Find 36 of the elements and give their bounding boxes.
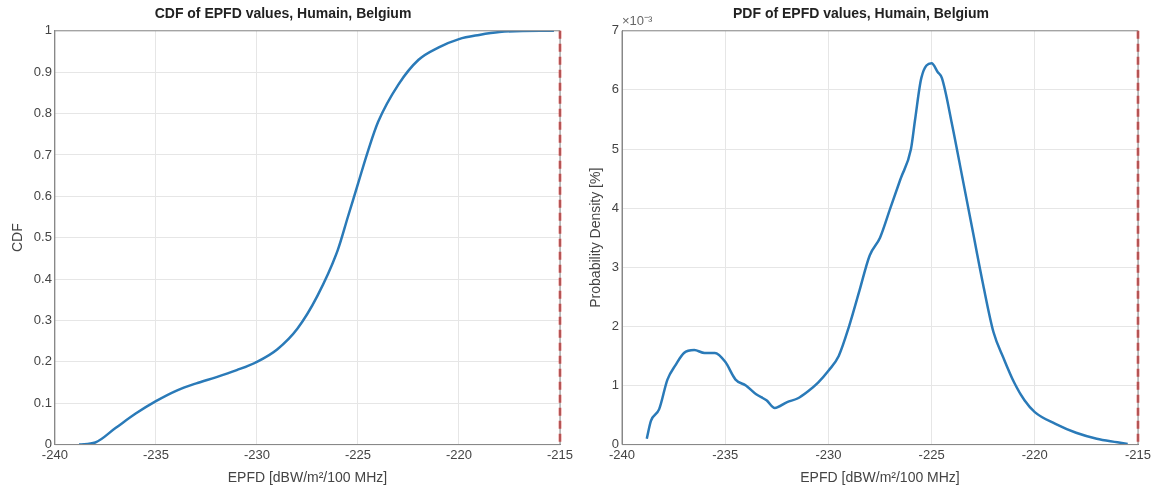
y-tick-label: 1 [611,377,620,393]
y-tick-label: 0.4 [33,270,52,286]
y-tick-label: 7 [611,22,620,38]
chart-title: PDF of EPFD values, Humain, Belgium [733,5,989,22]
line-series [645,62,1129,445]
y-tick-label: 0.8 [33,105,52,121]
x-tick-label: -215 [546,446,574,462]
y-tick-label: 0.1 [33,394,52,410]
x-tick-label: -235 [142,446,169,462]
y-tick-label: 1 [44,22,52,38]
y-tick-label: 0.7 [33,146,52,162]
y-axis-title: Probability Density [%] [587,167,604,308]
y-tick-label: 0.3 [33,312,52,328]
y-tick-label: 4 [611,199,620,215]
y-tick-label: 0.6 [33,187,52,203]
x-tick-label: -215 [1124,446,1152,462]
x-axis-title: EPFD [dBW/m²/100 MHz] [800,469,960,486]
x-axis-title: EPFD [dBW/m²/100 MHz] [227,469,388,486]
x-tick-label: -220 [445,446,472,462]
x-tick-label: -220 [1021,446,1048,462]
y-tick-label: 0.5 [33,229,52,245]
line-series [77,30,556,445]
chart-title: CDF of EPFD values, Humain, Belgium [154,5,412,22]
x-tick-label: -230 [243,446,270,462]
y-tick-label: 0.2 [33,353,52,369]
x-tick-label: -230 [815,446,842,462]
text: ×10⁻³ [622,12,654,28]
y-tick-label: 6 [611,81,620,97]
y-axis-title: CDF [9,223,26,253]
x-tick-label: -225 [344,446,371,462]
y-tick-label: 2 [611,317,620,333]
x-tick-label: -225 [918,446,945,462]
y-tick-label: 0.9 [33,63,52,79]
x-tick-label: -235 [712,446,739,462]
y-tick-label: 3 [611,258,620,274]
y-tick-label: 5 [611,140,620,156]
